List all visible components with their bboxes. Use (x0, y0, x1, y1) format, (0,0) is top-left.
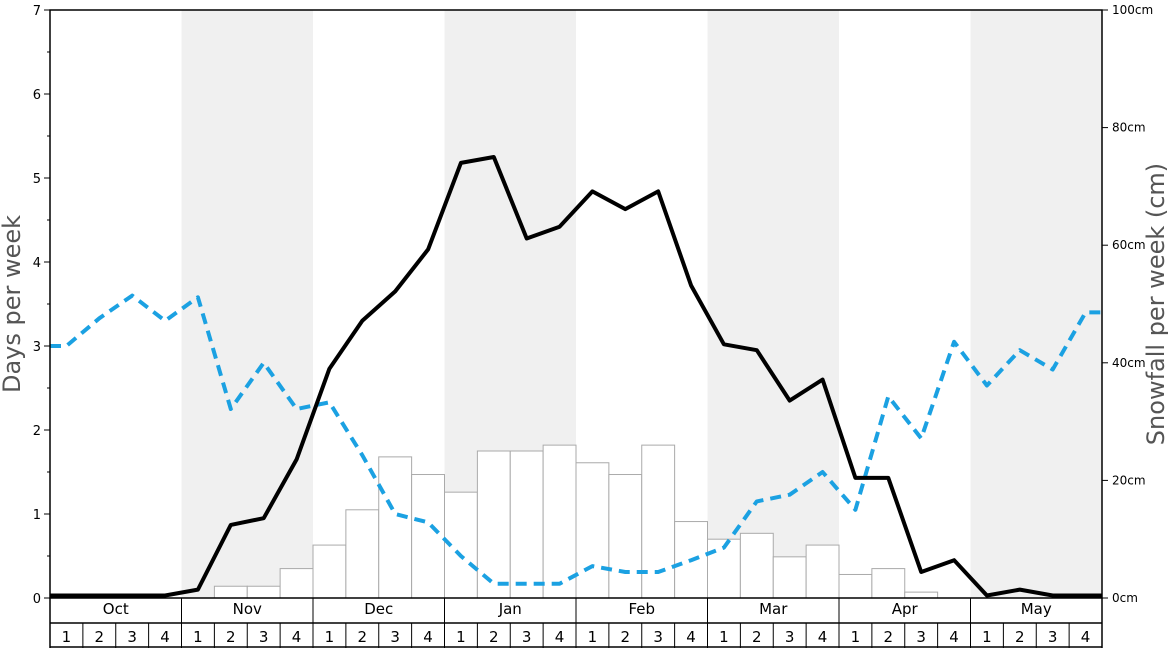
week-label: 4 (292, 628, 302, 646)
snowfall-bar (345, 509, 380, 599)
shade-mar (707, 10, 839, 598)
left-tick-label: 6 (33, 88, 41, 103)
snowfall-bar (542, 444, 577, 599)
week-label: 1 (193, 628, 203, 646)
week-row: 1 2 3 4 1 2 3 4 1 2 3 4 1 2 3 4 1 2 3 4 1 2 3 4 1 2 3 4 1 2 3 4 (49, 623, 1102, 648)
left-tick-label: 1 (33, 508, 41, 523)
right-tick-label: 0cm (1112, 591, 1138, 605)
snowfall-bar (739, 532, 774, 599)
shade-nov (181, 10, 313, 598)
month-label: May (1021, 600, 1052, 618)
right-tick-label: 60cm (1112, 238, 1146, 252)
week-label: 1 (719, 628, 729, 646)
week-label: 3 (390, 628, 400, 646)
right-tick-label: 20cm (1112, 473, 1146, 487)
week-label: 4 (818, 628, 828, 646)
week-label: 1 (588, 628, 598, 646)
month-label: Oct (103, 600, 129, 618)
left-tick-label: 0 (33, 592, 41, 607)
week-label: 2 (95, 628, 105, 646)
week-label: 2 (489, 628, 499, 646)
left-tick-label: 5 (33, 172, 41, 187)
week-label: 1 (62, 628, 72, 646)
week-label: 4 (686, 628, 696, 646)
week-label: 3 (127, 628, 137, 646)
week-label: 4 (1081, 628, 1091, 646)
left-axis-title: Days per week (0, 215, 26, 393)
right-axis-title: Snowfall per week (cm) (1142, 163, 1168, 445)
right-tick-label: 40cm (1112, 356, 1146, 370)
month-shading (181, 10, 1102, 598)
solid-series (50, 155, 1102, 598)
left-tick-label: 2 (33, 424, 41, 439)
dashed-series (50, 293, 1102, 586)
week-label: 3 (785, 628, 795, 646)
snowfall-bar (312, 544, 347, 599)
week-label: 4 (949, 628, 959, 646)
right-tick-label: 100cm (1112, 3, 1153, 17)
week-label: 3 (259, 628, 269, 646)
right-axis: 0cm 20cm 40cm 60cm 80cm 100cm (1102, 3, 1153, 605)
week-label: 4 (423, 628, 433, 646)
month-label: Feb (628, 600, 655, 618)
month-label: Dec (364, 600, 393, 618)
week-label: 1 (456, 628, 466, 646)
week-label: 3 (522, 628, 532, 646)
week-label: 2 (1015, 628, 1025, 646)
month-label: Apr (892, 600, 919, 618)
week-label: 1 (982, 628, 992, 646)
snowfall-bar (509, 450, 544, 599)
week-label: 2 (621, 628, 631, 646)
snowfall-bar (608, 474, 643, 599)
snowfall-bar (838, 573, 873, 599)
week-label: 3 (653, 628, 663, 646)
week-label: 3 (916, 628, 926, 646)
week-label: 4 (555, 628, 565, 646)
left-axis: 0 1 2 3 4 5 6 7 (33, 4, 50, 607)
snowfall-bar (378, 456, 413, 599)
left-tick-label: 7 (33, 4, 41, 19)
snowfall-bar (772, 556, 807, 599)
snowfall-bar (904, 591, 939, 599)
week-label: 3 (1048, 628, 1058, 646)
month-label: Jan (498, 600, 522, 618)
snowfall-bars (213, 444, 939, 599)
week-label: 2 (226, 628, 236, 646)
right-tick-label: 80cm (1112, 121, 1146, 135)
week-label: 2 (884, 628, 894, 646)
snowfall-bar (805, 544, 840, 599)
snowfall-bar (575, 462, 610, 599)
week-label: 1 (325, 628, 335, 646)
left-tick-label: 3 (33, 340, 41, 355)
week-label: 2 (752, 628, 762, 646)
snowfall-bar (279, 568, 314, 599)
week-label: 1 (851, 628, 861, 646)
left-tick-label: 4 (33, 256, 41, 271)
month-label: Nov (233, 600, 262, 618)
solid-line (50, 155, 1102, 598)
shade-may (970, 10, 1102, 598)
snowfall-bar (641, 444, 676, 599)
dashed-line (50, 293, 1102, 586)
week-label: 2 (358, 628, 368, 646)
snowfall-bar (411, 474, 445, 599)
week-label: 4 (160, 628, 170, 646)
snowfall-bar (871, 568, 906, 599)
snowfall-bar (246, 585, 281, 599)
month-label: Mar (759, 600, 788, 618)
snowfall-bar (213, 585, 248, 599)
